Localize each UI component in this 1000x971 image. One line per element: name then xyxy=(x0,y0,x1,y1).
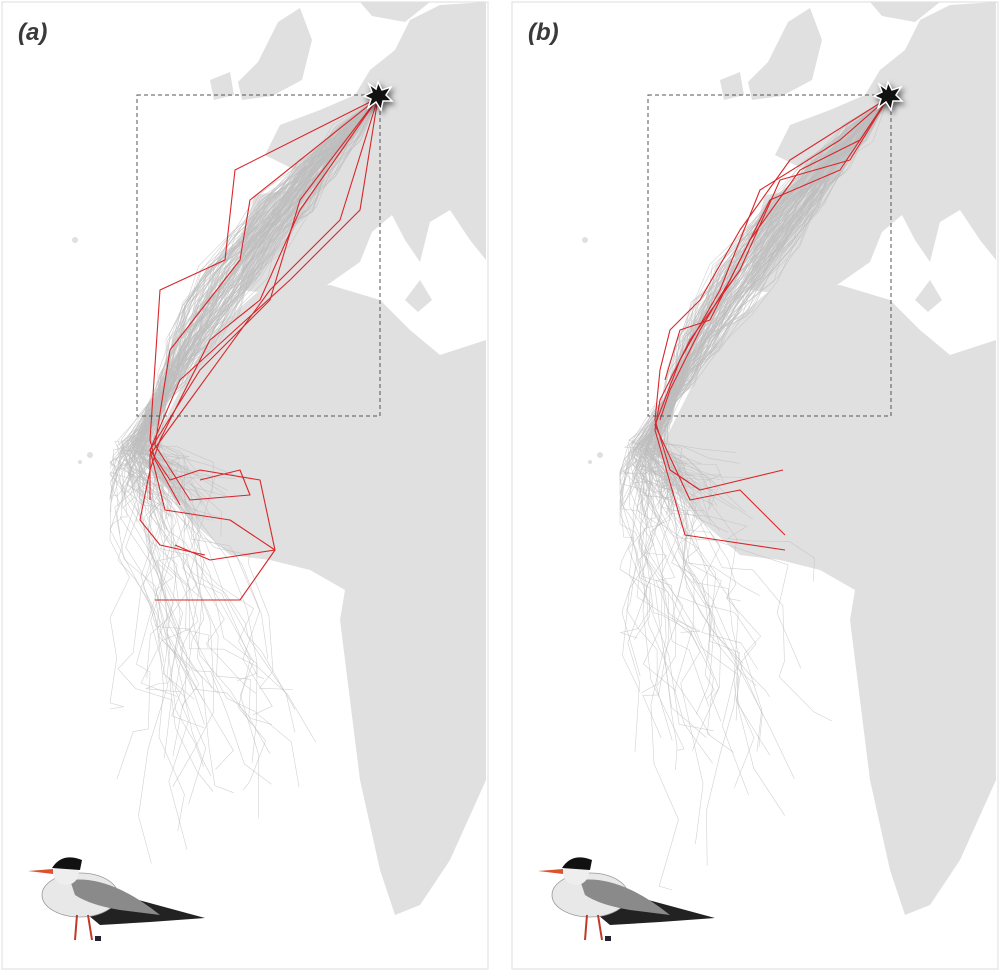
track xyxy=(638,97,889,488)
track xyxy=(109,97,379,531)
track xyxy=(139,97,379,461)
track xyxy=(650,97,889,507)
track xyxy=(128,97,379,490)
track xyxy=(642,97,889,582)
track xyxy=(661,97,889,484)
track xyxy=(109,97,379,499)
track xyxy=(152,97,379,472)
track xyxy=(128,97,379,482)
track xyxy=(657,97,889,510)
highlighted-tracks xyxy=(654,97,889,551)
track xyxy=(138,97,379,792)
panel-label: (b) xyxy=(528,19,559,46)
highlighted-tracks xyxy=(139,97,379,601)
panel-label: (a) xyxy=(18,19,47,46)
track xyxy=(145,97,379,503)
track xyxy=(114,97,379,482)
track xyxy=(153,97,379,502)
track xyxy=(639,97,889,505)
track xyxy=(135,97,379,694)
track xyxy=(146,97,379,678)
panel: (b) xyxy=(511,1,999,970)
track xyxy=(652,97,889,494)
track xyxy=(627,97,889,512)
track xyxy=(116,97,379,780)
track xyxy=(656,97,889,513)
track xyxy=(129,97,379,522)
track xyxy=(623,97,889,454)
track xyxy=(645,97,889,502)
track xyxy=(127,97,379,511)
track xyxy=(152,97,379,690)
tracks xyxy=(109,97,379,864)
track xyxy=(620,97,889,497)
track xyxy=(109,97,379,500)
track xyxy=(133,97,379,659)
panel: (a) xyxy=(1,1,489,970)
track xyxy=(619,97,889,504)
